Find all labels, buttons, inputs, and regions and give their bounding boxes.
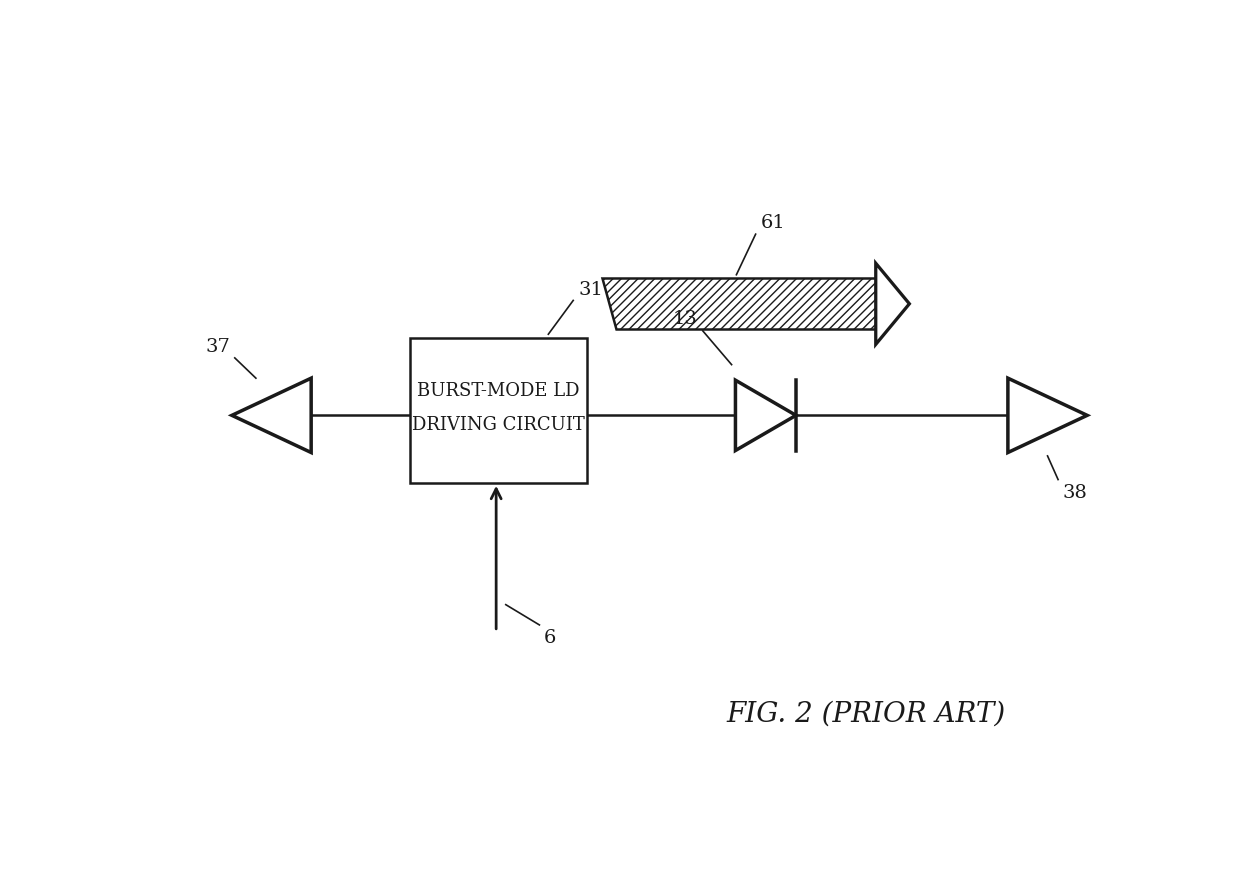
Polygon shape bbox=[735, 381, 796, 451]
Polygon shape bbox=[232, 379, 311, 453]
Bar bbox=[409, 339, 588, 483]
Text: 6: 6 bbox=[544, 629, 557, 646]
Polygon shape bbox=[875, 264, 909, 345]
Text: 38: 38 bbox=[1063, 483, 1087, 502]
Text: 31: 31 bbox=[578, 281, 603, 299]
Text: BURST-MODE LD: BURST-MODE LD bbox=[418, 381, 580, 400]
Polygon shape bbox=[1008, 379, 1087, 453]
Text: 61: 61 bbox=[760, 213, 785, 232]
Text: FIG. 2 (PRIOR ART): FIG. 2 (PRIOR ART) bbox=[727, 700, 1006, 726]
Text: DRIVING CIRCUIT: DRIVING CIRCUIT bbox=[412, 416, 585, 433]
Text: 37: 37 bbox=[205, 337, 229, 355]
Polygon shape bbox=[601, 279, 875, 330]
Text: 13: 13 bbox=[673, 310, 698, 328]
